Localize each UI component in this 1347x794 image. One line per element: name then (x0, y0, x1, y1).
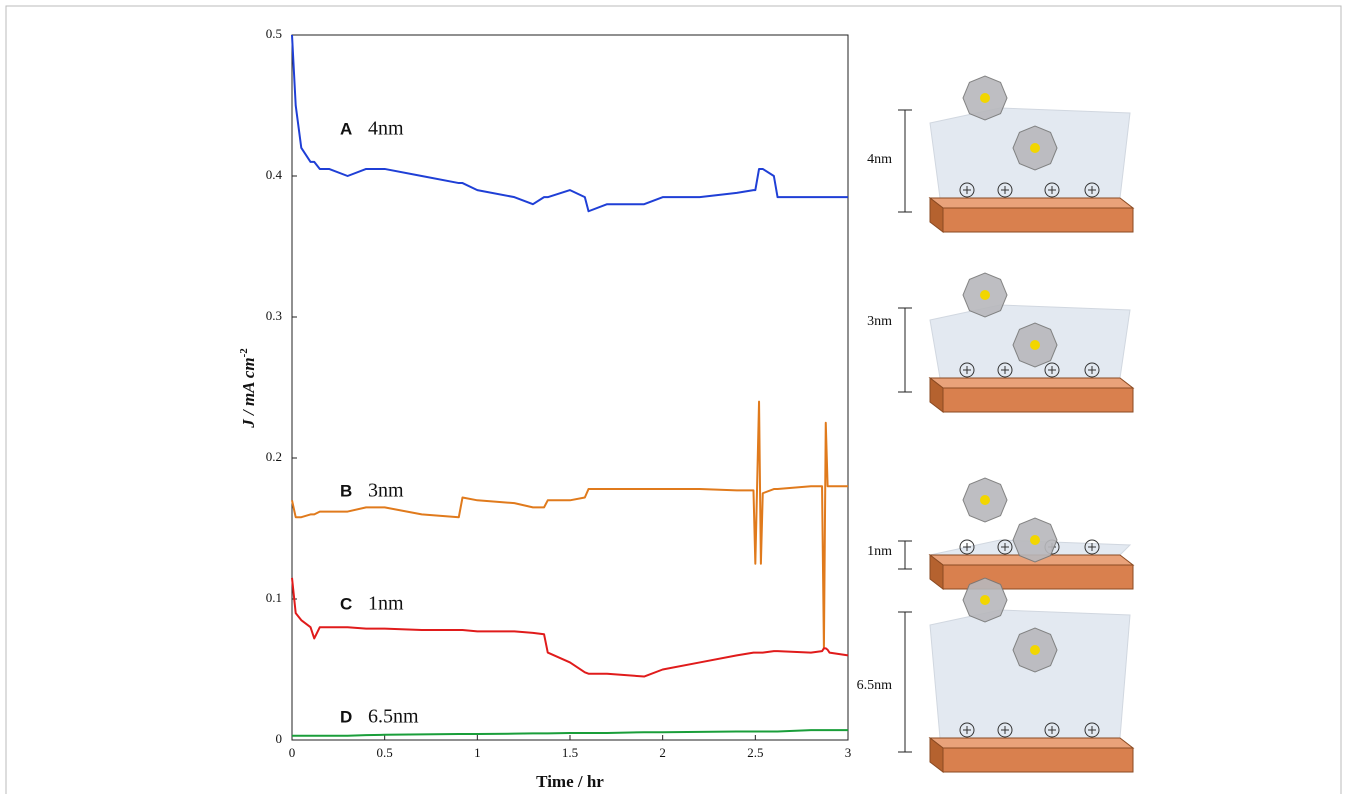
x-tick-label: 1 (474, 745, 481, 760)
frame (6, 6, 1341, 794)
thickness-label: 3nm (867, 314, 892, 329)
thickness-label: 6.5nm (857, 678, 893, 693)
y-tick-label: 0.4 (266, 167, 283, 182)
cluster-core (980, 290, 990, 300)
cluster-core (1030, 143, 1040, 153)
series-line (292, 730, 848, 736)
y-axis-label: J / mA cm-2 (238, 348, 258, 429)
schematic-panel: 1nm (867, 478, 1133, 589)
series-label: 6.5nm (368, 706, 419, 728)
thickness-label: 4nm (867, 152, 892, 167)
film (930, 610, 1130, 738)
y-axis-label-main: J / mA cm (239, 357, 258, 428)
x-tick-label: 1.5 (562, 745, 578, 760)
y-tick-label: 0.5 (266, 26, 282, 41)
x-axis-label: Time / hr (536, 772, 604, 791)
figure: Time / hr J / mA cm-2 0 0.1 0.2 0.3 0.4 0.5 0 0… (0, 0, 1347, 794)
thickness-label: 1nm (867, 544, 892, 559)
slab-top (930, 378, 1133, 388)
thickness-bracket (898, 612, 912, 752)
cluster-core (1030, 535, 1040, 545)
slab-front (943, 748, 1133, 772)
schematic-panel: 4nm (867, 76, 1133, 232)
thickness-bracket (898, 110, 912, 212)
series-letter: C (340, 594, 352, 613)
y-tick-label: 0.3 (266, 308, 282, 323)
thickness-bracket (898, 308, 912, 392)
series-letter: D (340, 707, 352, 726)
cluster-core (1030, 645, 1040, 655)
schematic-panel: 3nm (867, 273, 1133, 412)
series-letter: A (340, 119, 352, 138)
cluster-core (980, 495, 990, 505)
slab-top (930, 198, 1133, 208)
series-label: 4nm (368, 118, 404, 140)
x-tick-label: 2 (659, 745, 666, 760)
x-tick-label: 0 (289, 745, 296, 760)
cluster-core (1030, 340, 1040, 350)
thickness-bracket (898, 541, 912, 569)
slab-front (943, 208, 1133, 232)
y-tick-label: 0.1 (266, 590, 282, 605)
slab-front (943, 388, 1133, 412)
y-axis-label-group: J / mA cm-2 (238, 348, 258, 429)
x-tick-label: 3 (845, 745, 852, 760)
plot-frame (292, 35, 848, 740)
x-tick-label: 2.5 (747, 745, 763, 760)
slab-top (930, 738, 1133, 748)
series-label: 1nm (368, 593, 404, 615)
cluster-core (980, 93, 990, 103)
cluster-core (980, 595, 990, 605)
series-label: 3nm (368, 480, 404, 502)
y-tick-label: 0 (276, 731, 283, 746)
series-letter: B (340, 481, 352, 500)
y-tick-label: 0.2 (266, 449, 282, 464)
y-axis-label-sup: -2 (238, 348, 250, 358)
schematic-panel: 6.5nm (857, 578, 1133, 772)
x-tick-label: 0.5 (377, 745, 393, 760)
